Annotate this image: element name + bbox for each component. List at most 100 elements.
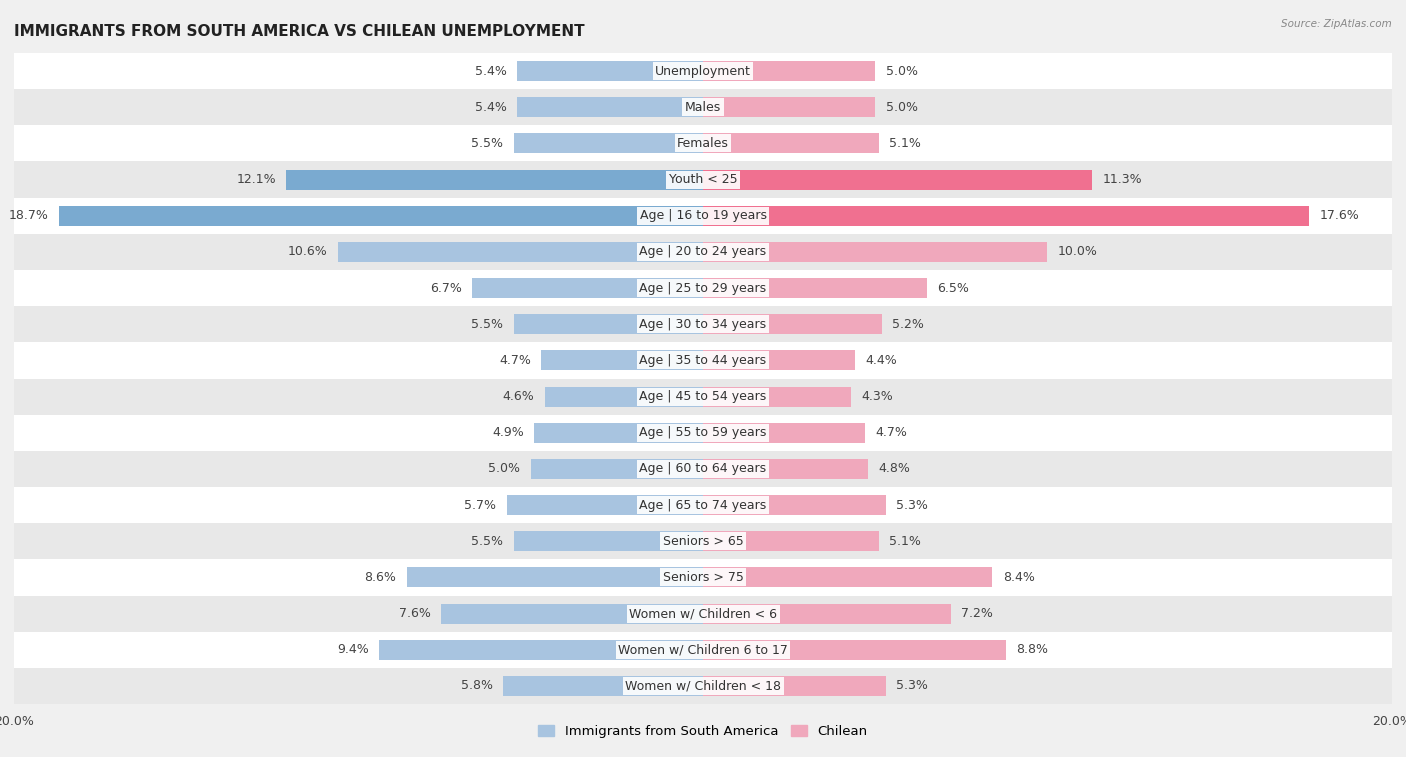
Bar	[544, 387, 703, 407]
Bar	[703, 170, 1092, 189]
Bar	[703, 61, 875, 81]
Text: Women w/ Children < 18: Women w/ Children < 18	[626, 680, 780, 693]
Bar	[14, 89, 1392, 126]
Bar	[703, 387, 851, 407]
Text: Females: Females	[678, 137, 728, 150]
Text: 5.0%: 5.0%	[886, 64, 918, 77]
Bar	[14, 198, 1392, 234]
Bar	[703, 459, 869, 479]
Text: IMMIGRANTS FROM SOUTH AMERICA VS CHILEAN UNEMPLOYMENT: IMMIGRANTS FROM SOUTH AMERICA VS CHILEAN…	[14, 24, 585, 39]
Bar	[703, 98, 875, 117]
Bar	[703, 640, 1007, 659]
Text: 4.6%: 4.6%	[502, 390, 534, 403]
Text: 4.9%: 4.9%	[492, 426, 524, 439]
Text: 5.8%: 5.8%	[461, 680, 494, 693]
Bar	[14, 523, 1392, 559]
Bar	[534, 423, 703, 443]
Text: 5.0%: 5.0%	[488, 463, 520, 475]
Bar	[14, 451, 1392, 487]
Text: Youth < 25: Youth < 25	[669, 173, 737, 186]
Text: Source: ZipAtlas.com: Source: ZipAtlas.com	[1281, 19, 1392, 29]
Legend: Immigrants from South America, Chilean: Immigrants from South America, Chilean	[533, 719, 873, 743]
Text: 5.3%: 5.3%	[896, 499, 928, 512]
Bar	[703, 133, 879, 154]
Bar	[287, 170, 703, 189]
Bar	[406, 568, 703, 587]
Text: 7.6%: 7.6%	[399, 607, 430, 620]
Text: 5.5%: 5.5%	[471, 137, 503, 150]
Bar	[14, 415, 1392, 451]
Bar	[14, 342, 1392, 378]
Bar	[517, 61, 703, 81]
Bar	[517, 98, 703, 117]
Text: Women w/ Children < 6: Women w/ Children < 6	[628, 607, 778, 620]
Text: Age | 45 to 54 years: Age | 45 to 54 years	[640, 390, 766, 403]
Bar	[703, 531, 879, 551]
Text: Age | 65 to 74 years: Age | 65 to 74 years	[640, 499, 766, 512]
Bar	[513, 531, 703, 551]
Text: 18.7%: 18.7%	[8, 209, 48, 223]
Bar	[14, 487, 1392, 523]
Text: Women w/ Children 6 to 17: Women w/ Children 6 to 17	[619, 643, 787, 656]
Bar	[14, 668, 1392, 704]
Bar	[14, 596, 1392, 631]
Text: 6.5%: 6.5%	[938, 282, 969, 294]
Text: 4.4%: 4.4%	[865, 354, 897, 367]
Bar	[472, 278, 703, 298]
Bar	[14, 161, 1392, 198]
Text: 4.7%: 4.7%	[875, 426, 907, 439]
Text: Age | 25 to 29 years: Age | 25 to 29 years	[640, 282, 766, 294]
Text: 17.6%: 17.6%	[1320, 209, 1360, 223]
Text: Age | 55 to 59 years: Age | 55 to 59 years	[640, 426, 766, 439]
Text: 4.3%: 4.3%	[862, 390, 893, 403]
Text: 5.1%: 5.1%	[889, 137, 921, 150]
Bar	[703, 242, 1047, 262]
Bar	[14, 234, 1392, 270]
Text: 9.4%: 9.4%	[337, 643, 368, 656]
Bar	[703, 278, 927, 298]
Text: 5.1%: 5.1%	[889, 534, 921, 548]
Text: 7.2%: 7.2%	[962, 607, 993, 620]
Bar	[380, 640, 703, 659]
Text: 5.4%: 5.4%	[475, 64, 506, 77]
Bar	[14, 631, 1392, 668]
Text: 11.3%: 11.3%	[1102, 173, 1142, 186]
Text: 8.4%: 8.4%	[1002, 571, 1035, 584]
Text: 5.4%: 5.4%	[475, 101, 506, 114]
Text: Age | 35 to 44 years: Age | 35 to 44 years	[640, 354, 766, 367]
Bar	[14, 126, 1392, 161]
Bar	[703, 314, 882, 334]
Text: 5.2%: 5.2%	[893, 318, 924, 331]
Text: 4.7%: 4.7%	[499, 354, 531, 367]
Bar	[14, 53, 1392, 89]
Bar	[14, 378, 1392, 415]
Text: Males: Males	[685, 101, 721, 114]
Bar	[337, 242, 703, 262]
Bar	[703, 495, 886, 515]
Text: 6.7%: 6.7%	[430, 282, 461, 294]
Text: Age | 60 to 64 years: Age | 60 to 64 years	[640, 463, 766, 475]
Bar	[503, 676, 703, 696]
Text: 5.0%: 5.0%	[886, 101, 918, 114]
Bar	[506, 495, 703, 515]
Text: 5.7%: 5.7%	[464, 499, 496, 512]
Bar	[541, 350, 703, 370]
Bar	[59, 206, 703, 226]
Bar	[703, 603, 950, 624]
Text: Seniors > 65: Seniors > 65	[662, 534, 744, 548]
Text: 8.8%: 8.8%	[1017, 643, 1049, 656]
Text: 8.6%: 8.6%	[364, 571, 396, 584]
Bar	[703, 676, 886, 696]
Text: 10.0%: 10.0%	[1057, 245, 1098, 258]
Text: 12.1%: 12.1%	[236, 173, 276, 186]
Text: Age | 30 to 34 years: Age | 30 to 34 years	[640, 318, 766, 331]
Bar	[513, 133, 703, 154]
Bar	[14, 270, 1392, 306]
Bar	[703, 206, 1309, 226]
Text: 4.8%: 4.8%	[879, 463, 911, 475]
Text: Unemployment: Unemployment	[655, 64, 751, 77]
Text: 10.6%: 10.6%	[288, 245, 328, 258]
Text: Age | 16 to 19 years: Age | 16 to 19 years	[640, 209, 766, 223]
Text: 5.5%: 5.5%	[471, 534, 503, 548]
Bar	[531, 459, 703, 479]
